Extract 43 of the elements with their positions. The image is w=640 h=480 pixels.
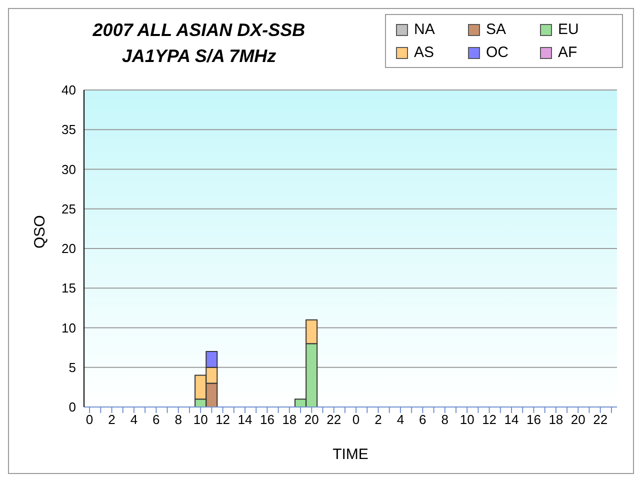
y-axis-title: QSO <box>31 215 48 248</box>
x-tick-label: 4 <box>130 412 138 428</box>
x-tick-label: 6 <box>419 412 426 428</box>
legend-label: AS <box>414 44 434 61</box>
y-tick-label: 5 <box>68 360 76 375</box>
x-tick-label: 22 <box>326 412 342 428</box>
x-tick-label: 14 <box>238 412 252 428</box>
legend-label: SA <box>486 21 506 38</box>
y-tick-label: 10 <box>62 320 76 336</box>
x-tick-label: 16 <box>526 412 541 428</box>
x-tick-label: 22 <box>593 412 608 428</box>
x-tick-label: 12 <box>482 412 497 428</box>
legend-label: OC <box>486 44 508 61</box>
x-tick-label: 10 <box>193 412 208 428</box>
x-tick-label: 10 <box>460 412 474 428</box>
chart-subtitle: JA1YPA S/A 7MHz <box>120 45 278 68</box>
x-tick-label: 0 <box>352 412 360 428</box>
x-tick-label: 14 <box>504 412 519 428</box>
legend-label: AF <box>558 44 578 61</box>
x-tick-label: 6 <box>152 412 160 428</box>
chart-title: 2007 ALL ASIAN DX-SSB <box>92 19 306 42</box>
legend-label: EU <box>558 21 579 38</box>
legend-label: NA <box>414 21 435 38</box>
x-tick-label: 12 <box>216 412 230 428</box>
x-tick-label: 2 <box>108 412 116 428</box>
y-tick-label: 20 <box>62 241 76 256</box>
x-tick-label: 0 <box>86 412 94 428</box>
y-tick-label: 0 <box>68 400 76 415</box>
y-tick-label: 35 <box>62 122 76 138</box>
x-axis-title: TIME <box>332 446 368 463</box>
y-tick-label: 30 <box>62 162 76 177</box>
x-tick-label: 16 <box>260 412 274 428</box>
x-tick-label: 2 <box>374 412 382 428</box>
x-tick-label: 20 <box>304 412 319 428</box>
x-tick-label: 8 <box>441 412 449 428</box>
y-tick-label: 25 <box>62 201 76 216</box>
x-tick-label: 18 <box>548 412 564 428</box>
x-tick-label: 20 <box>570 412 586 428</box>
x-tick-label: 4 <box>396 412 404 428</box>
x-tick-label: 8 <box>174 412 182 428</box>
y-tick-label: 15 <box>62 280 76 296</box>
x-tick-label: 18 <box>282 412 297 428</box>
y-tick-label: 40 <box>62 82 76 98</box>
